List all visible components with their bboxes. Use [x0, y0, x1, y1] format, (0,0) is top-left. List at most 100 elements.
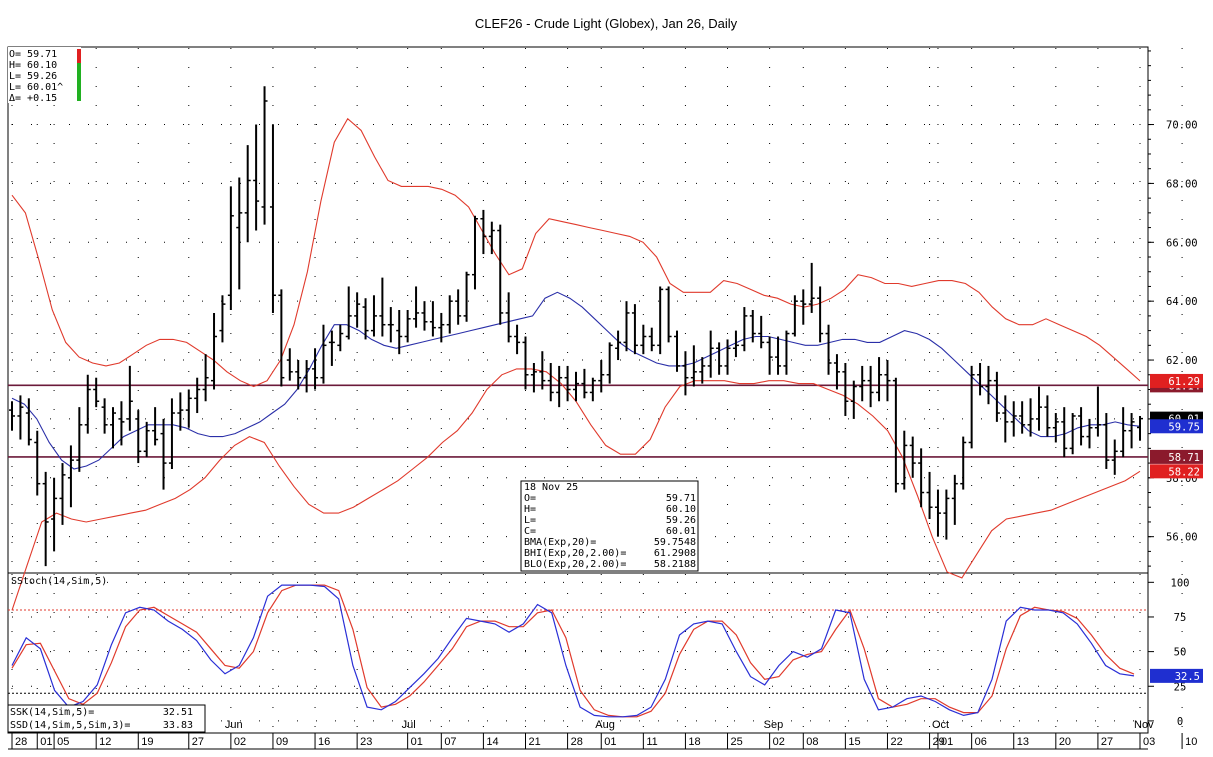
ohlc-bars [9, 86, 1143, 567]
price-badge-bg [1150, 373, 1203, 388]
bollinger-bands [11, 117, 1141, 611]
ohlc-bar [640, 324, 647, 355]
month-label: Oct [932, 719, 949, 731]
ohlc-bar [977, 362, 984, 396]
ohlc-bar [884, 360, 891, 402]
ohlc-bar [396, 310, 403, 355]
price-badge: 61.29 [1150, 373, 1203, 388]
ohlc-bar [876, 357, 883, 402]
ohlc-bar [716, 342, 723, 375]
bollinger-lower-line [11, 368, 1141, 611]
info-row-label: BMA(Exp,20)= [524, 537, 596, 548]
info-row-value: 61.2908 [654, 548, 696, 559]
ohlc-bar [556, 365, 563, 408]
ohlc-bar [413, 286, 420, 328]
header-close: L= 60.01^ [9, 82, 63, 93]
x-tick-label: 23 [360, 736, 372, 748]
stoch-badge-label: 32.5 [1175, 671, 1200, 683]
bollinger-upper-line [11, 117, 1141, 388]
ohlc-bar [758, 315, 765, 349]
month-label: Sep [764, 719, 784, 731]
ohlc-bar [1019, 401, 1026, 434]
info-row-value: 58.2188 [654, 559, 696, 570]
ohlc-bar [160, 418, 167, 490]
ohlc-bar [564, 365, 571, 402]
ohlc-bar [34, 430, 41, 496]
ohlc-bar [227, 186, 234, 310]
stoch-tick-label: 100 [1171, 577, 1190, 589]
month-label: Nov [1134, 719, 1154, 731]
ohlc-bar [522, 336, 529, 390]
x-tick-label: 03 [1143, 736, 1155, 748]
ssk-value: 32.51 [163, 707, 193, 718]
ohlc-bar [690, 345, 697, 387]
ohlc-bar [236, 177, 243, 290]
x-tick-label: 12 [99, 736, 111, 748]
ohlc-bar [817, 286, 824, 343]
ohlc-bar [303, 360, 310, 393]
ohlc-bar [1103, 413, 1110, 469]
ohlc-bar [379, 277, 386, 337]
stoch-tick-label: 0 [1177, 716, 1183, 728]
ohlc-bar [488, 221, 495, 255]
ohlc-bar [480, 209, 487, 255]
ohlc-bar [985, 365, 992, 405]
header-delta: Δ= +0.15 [9, 93, 57, 104]
x-tick-label: 25 [731, 736, 743, 748]
ohlc-bar [749, 310, 756, 343]
ohlc-bar [76, 407, 83, 472]
ohlc-bar [463, 271, 470, 322]
ohlc-bar [202, 354, 209, 402]
ohlc-bar [547, 362, 554, 402]
ohlc-bar [269, 124, 276, 313]
header-low: L= 59.26 [9, 71, 57, 82]
ohlc-bar [244, 145, 251, 243]
info-row-value: 59.71 [666, 493, 696, 504]
ohlc-bar [766, 336, 773, 375]
ohlc-bar [278, 289, 285, 387]
info-box: 18 Nov 25 O= 59.71 H= 60.10 L= 59.26 C= 60.01 BM… [520, 480, 699, 572]
ohlc-bar [732, 330, 739, 358]
ohlc-bar [101, 398, 108, 434]
ohlc-bar [775, 336, 782, 375]
price-badge-label: 61.29 [1168, 376, 1200, 388]
ohlc-bar [918, 448, 925, 508]
ohlc-bar [404, 310, 411, 343]
ohlc-bar [960, 436, 967, 490]
x-tick-label: 02 [234, 736, 246, 748]
ohlc-bar [253, 124, 260, 231]
month-label: Jul [402, 719, 416, 731]
ohlc-bar [867, 365, 874, 408]
ohlc-bar [631, 304, 638, 355]
ohlc-bar [859, 365, 866, 402]
ohlc-bar [194, 377, 201, 414]
ohlc-bar [219, 295, 226, 343]
ohlc-bar [93, 377, 100, 408]
info-row-label: BLO(Exp,20,2.00)= [524, 559, 626, 570]
ohlc-bar [455, 289, 462, 325]
stoch-tick-label: 50 [1174, 647, 1187, 659]
ohlc-bar [589, 377, 596, 402]
ohlc-bar [1078, 407, 1085, 446]
ohlc-bar [1044, 395, 1051, 437]
ohlc-bar [598, 360, 605, 393]
price-badge: 58.22 [1150, 464, 1203, 479]
ohlc-bar [514, 324, 521, 355]
ohlc-bar [438, 312, 445, 343]
x-tick-label: 29 [933, 736, 945, 748]
x-tick-label: 16 [318, 736, 330, 748]
ohlc-bar [110, 407, 117, 449]
price-badge-label: 59.75 [1168, 421, 1200, 433]
ohlc-bar [295, 360, 302, 390]
ohlc-bar [993, 371, 1000, 422]
x-tick-label: 19 [141, 736, 153, 748]
ohlc-bar [168, 398, 175, 469]
ohlc-bar [1010, 401, 1017, 437]
ohlc-bar [581, 368, 588, 399]
ohlc-bar [1137, 415, 1143, 441]
x-tick-label: 07 [444, 736, 456, 748]
x-tick-label: 27 [1101, 736, 1113, 748]
ohlc-bar [1086, 418, 1093, 449]
